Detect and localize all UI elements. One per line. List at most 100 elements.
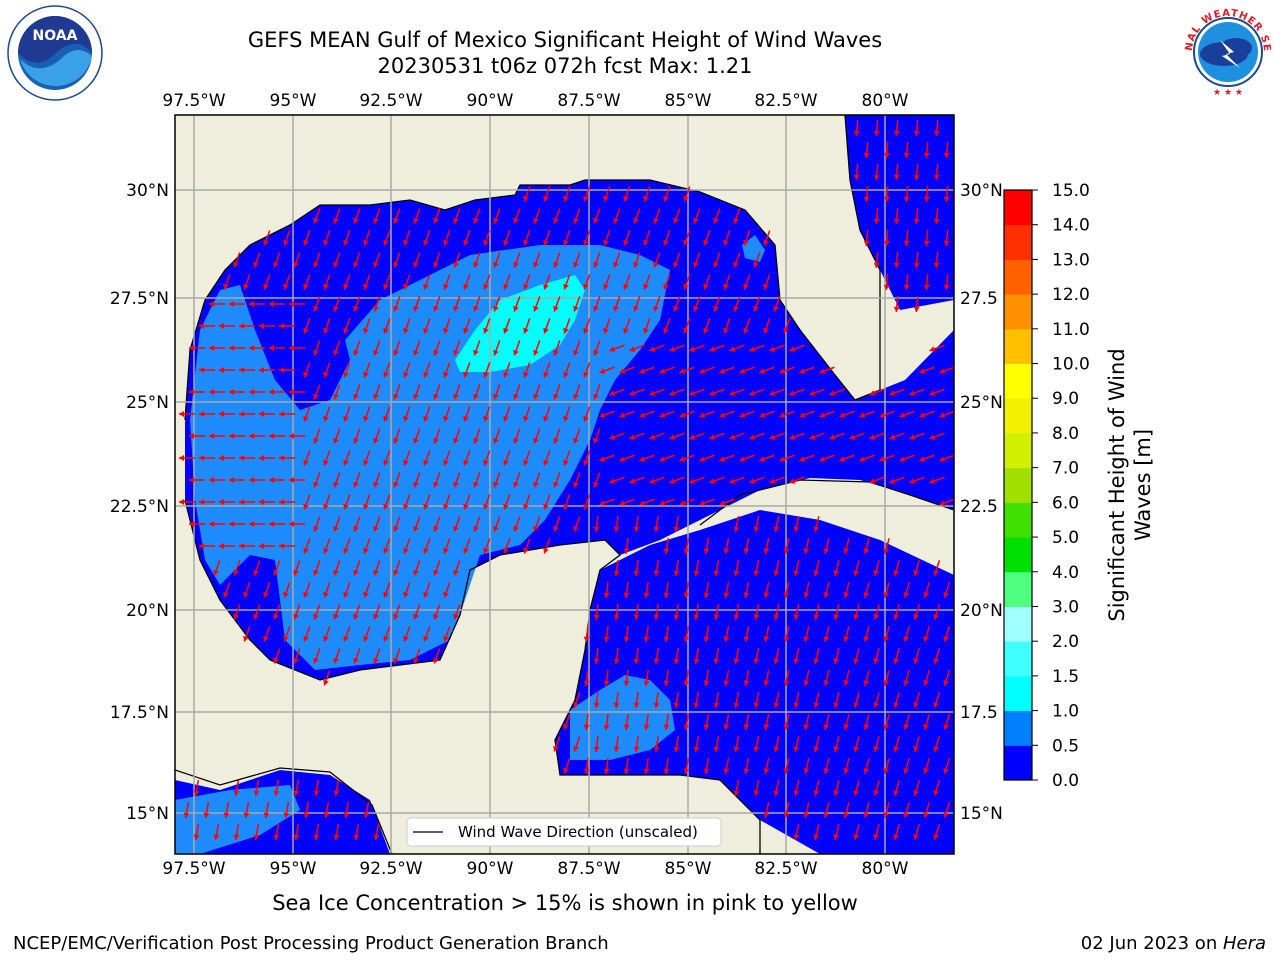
wave-arrow [803,670,810,686]
wave-arrow [269,301,285,307]
wave-arrow [733,516,740,532]
wave-arrow [553,736,561,752]
wave-arrow [873,648,880,664]
wave-arrow [363,626,371,642]
wave-arrow [249,477,265,483]
wave-arrow [889,432,905,440]
wave-arrow [443,318,451,334]
wave-arrow [383,626,391,642]
wave-arrow [743,758,750,774]
wave-arrow [209,345,225,351]
wave-arrow [273,648,281,664]
wave-arrow [663,537,670,555]
wave-arrow [843,802,850,818]
wave-arrow [733,648,740,664]
wave-arrow [853,648,860,664]
wave-arrow [493,340,501,356]
wave-arrow [553,208,561,224]
wave-arrow [813,824,820,840]
wave-arrow [913,604,920,620]
wave-arrow [933,824,941,840]
wave-arrow [853,560,860,576]
gulf-high-waves [455,275,585,372]
wave-arrow [433,560,441,576]
wave-arrow [533,296,541,312]
wave-arrow [623,757,630,775]
wave-arrow [323,406,331,422]
wave-arrow [599,454,615,462]
wave-arrow [669,344,685,352]
wave-arrow [733,736,740,752]
wave-arrow [733,560,740,576]
wave-arrow [673,252,681,268]
wave-arrow [623,274,631,290]
wave-arrow [863,185,870,203]
wave-arrow [209,521,225,527]
lat-label-left: 27.5°N [110,289,169,309]
wave-arrow [793,824,800,840]
wave-arrow [913,692,920,708]
wave-arrow [733,296,741,312]
wave-arrow [723,318,731,334]
wave-arrow [373,472,381,488]
wave-arrow [593,647,600,665]
wave-arrow [653,647,660,665]
wave-arrow [703,669,710,687]
wave-arrow [583,186,591,202]
colorbar-swatch [1004,710,1032,746]
wave-arrow [693,559,700,577]
wave-arrow [523,538,531,554]
wave-arrow [229,521,245,527]
wave-arrow [523,230,531,246]
wave-arrow [313,560,321,576]
wave-arrow [599,366,615,374]
wave-arrow [269,389,285,395]
colorbar-swatch [1004,432,1032,469]
wave-arrow [333,208,341,224]
wave-arrow [603,669,610,687]
wave-arrow [823,582,830,598]
wave-arrow [433,516,441,532]
wave-arrow [613,647,620,665]
wave-arrow [643,757,650,775]
wave-arrow [803,626,810,642]
wave-arrow [783,758,790,774]
wave-arrow [313,208,321,224]
wave-arrow [423,494,431,510]
wave-arrow [719,366,735,374]
wave-arrow [793,780,800,796]
wave-arrow [933,780,941,796]
wave-arrow [403,274,411,290]
wave-arrow [463,406,471,422]
wave-arrow [913,560,920,576]
wave-arrow [819,454,835,462]
wave-arrow [423,362,431,378]
wave-arrow [709,344,725,352]
wave-arrow [899,454,915,462]
colorbar-tick-label: 9.0 [1052,389,1079,409]
wave-arrow [869,476,885,484]
wave-arrow [453,384,461,400]
lat-label-right: 27.5 [960,289,998,309]
wave-arrow [233,823,240,841]
wave-arrow [303,626,311,642]
wave-arrow [273,604,281,620]
wave-arrow [403,626,411,642]
wave-arrow [783,318,791,334]
nws-logo: NATIONAL WEATHER SERVICE ★ ★ ★ [1178,2,1275,99]
wave-arrow [253,823,260,841]
wave-arrow [753,780,760,796]
wave-arrow [759,366,775,374]
wave-arrow [763,714,770,730]
wave-arrow [583,406,591,422]
wave-arrow [743,538,750,554]
wave-arrow [259,411,275,417]
lon-label-top: 95°W [270,91,317,111]
wave-arrow [243,801,250,819]
wave-arrow [363,538,371,554]
wave-arrow [189,477,205,483]
colorbar-swatch [1004,537,1032,573]
wave-arrow [543,186,551,202]
wave-arrow [223,274,231,290]
wave-arrow [929,344,945,352]
